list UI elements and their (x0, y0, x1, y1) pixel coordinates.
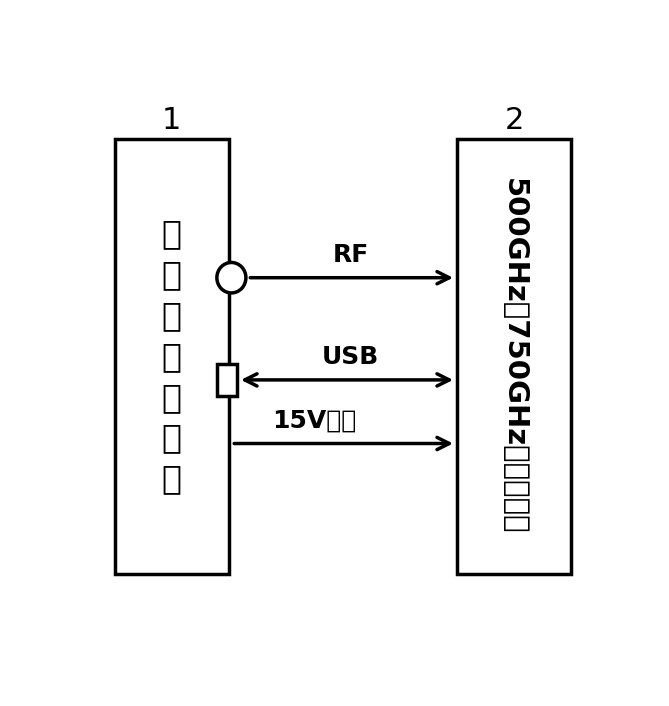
Bar (217, 364, 237, 395)
Circle shape (217, 263, 246, 293)
Text: 微
波
信
号
发
生
器: 微 波 信 号 发 生 器 (162, 217, 182, 496)
Text: 500GHz～750GHz倍频源模块: 500GHz～750GHz倍频源模块 (500, 178, 528, 535)
Text: 1: 1 (162, 106, 181, 135)
Text: 15V电源: 15V电源 (272, 409, 357, 433)
Bar (457, 139, 571, 574)
Bar (115, 139, 229, 574)
Text: RF: RF (332, 243, 369, 267)
Text: USB: USB (322, 345, 379, 369)
Text: 2: 2 (504, 106, 524, 135)
